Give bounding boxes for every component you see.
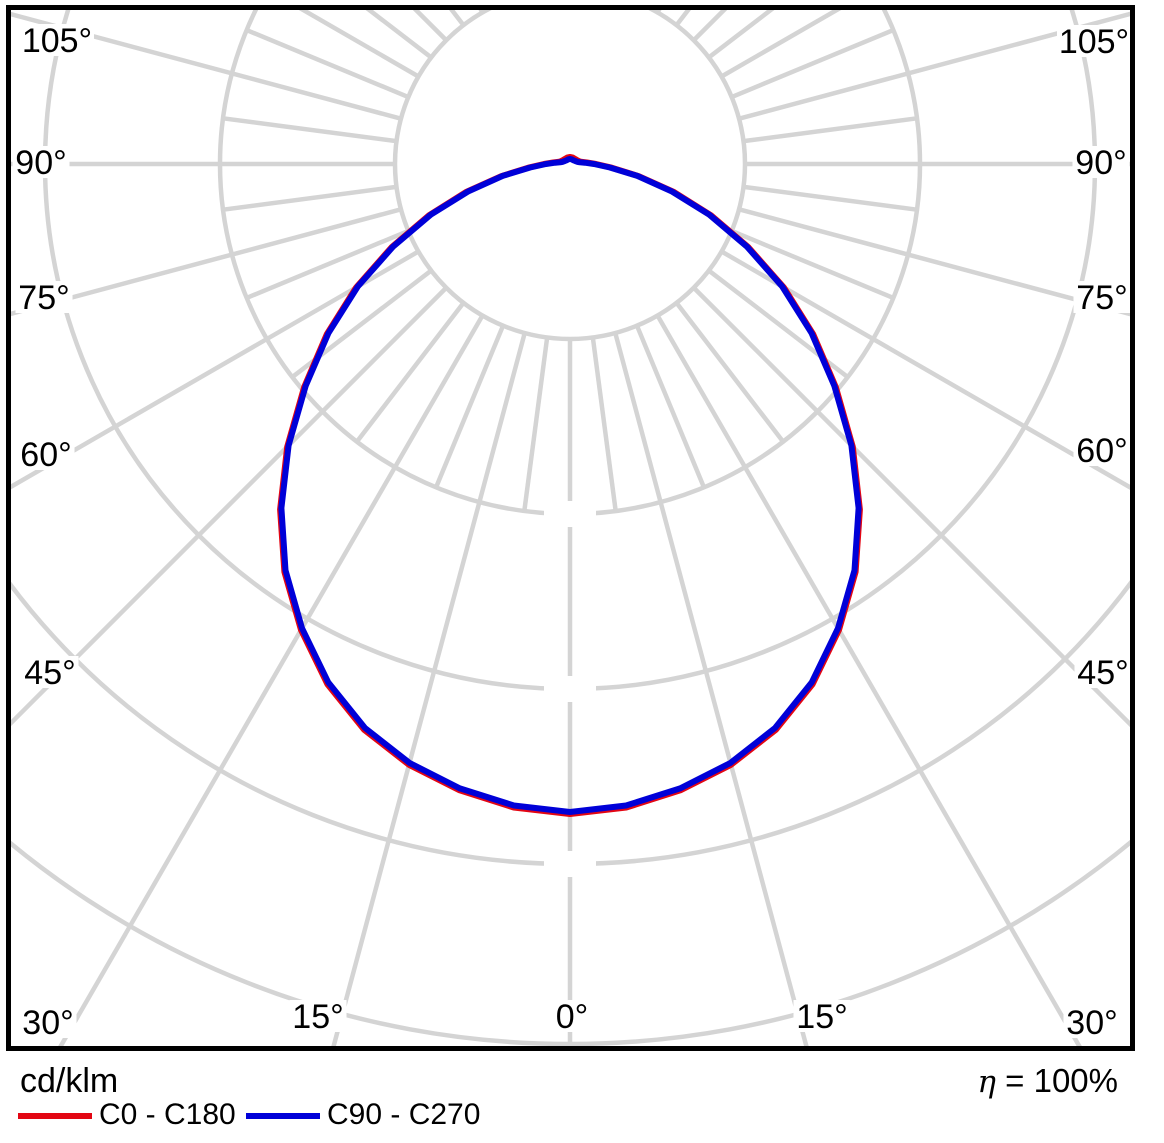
angle-label-box xyxy=(289,1000,347,1032)
axis-gap-box xyxy=(544,501,596,527)
grid-ray-major xyxy=(738,11,1131,121)
grid-ray-minor xyxy=(634,324,707,489)
curve-c90-c270 xyxy=(278,156,862,815)
curves xyxy=(277,154,863,817)
grid-ray-minor xyxy=(743,184,918,212)
grid-ray-minor xyxy=(730,27,895,100)
grid-ring xyxy=(11,578,1131,867)
angle-label: 30° xyxy=(22,1004,73,1042)
angle-label-box xyxy=(1063,1006,1121,1038)
grid-ray-minor xyxy=(590,337,618,512)
grid-ray-minor xyxy=(730,228,895,301)
grid-ray-minor xyxy=(365,10,433,60)
legend-label-c90-c270: C90 - C270 xyxy=(327,1098,481,1131)
legend-swatch-c90-c270 xyxy=(246,1113,320,1119)
grid-ring xyxy=(392,10,748,342)
chart-frame xyxy=(6,5,1135,1051)
grid-ray-major xyxy=(720,249,1131,491)
grid-ray-major xyxy=(11,286,448,727)
angle-label: 45° xyxy=(24,654,75,692)
angle-label-box xyxy=(1072,146,1130,178)
angle-label-box xyxy=(1074,656,1132,688)
grid-ray-major xyxy=(331,332,527,1047)
axis-gap-box xyxy=(544,676,596,702)
angle-label: 15° xyxy=(796,998,847,1036)
legend-label-c0-c180: C0 - C180 xyxy=(99,1098,236,1131)
angle-label-box xyxy=(1073,434,1131,466)
angle-label: 0° xyxy=(556,998,589,1036)
eta-symbol: η xyxy=(977,1064,996,1100)
grid-ray-minor xyxy=(222,116,397,144)
angle-label-box xyxy=(552,1000,592,1032)
angle-labels: 105° 90° 75° 60° 45° 30° 15° 0° 15° 30° 105° 90° 75°… xyxy=(12,22,1132,1042)
angle-label: 75° xyxy=(18,279,69,317)
grid-ray-major xyxy=(738,207,1131,317)
grid-ray-major xyxy=(692,286,1131,729)
angle-label: 60° xyxy=(20,436,71,474)
grid-ray-minor xyxy=(692,10,728,42)
legend-swatch-c0-c180 xyxy=(18,1113,92,1119)
grid-ray-major xyxy=(655,314,1083,1047)
angle-label: 45° xyxy=(1077,654,1128,692)
efficiency-value: η = 100% xyxy=(900,1062,1118,1100)
grid-ray-minor xyxy=(298,10,420,79)
eta-number: = 100% xyxy=(995,1062,1118,1099)
angle-label: 30° xyxy=(1066,1004,1117,1042)
angle-label-box xyxy=(1057,25,1131,57)
angle-label-box xyxy=(19,1006,77,1038)
grid-ray-major xyxy=(57,314,485,1047)
grid-ray-major xyxy=(11,249,420,490)
axis-gap-box xyxy=(544,851,596,877)
grid-ray-major xyxy=(613,332,809,1047)
angle-label-box xyxy=(17,438,75,470)
grid-ray-minor xyxy=(245,228,410,301)
angle-label: 105° xyxy=(1059,23,1129,61)
axis-gap-boxes xyxy=(544,501,596,877)
angle-label-box xyxy=(793,1000,851,1032)
grid-ray-minor xyxy=(743,116,918,144)
angle-label-box xyxy=(15,281,73,313)
grid-ray-minor xyxy=(637,0,704,2)
grid-ray-minor xyxy=(412,10,448,42)
grid-ray-minor xyxy=(674,301,785,444)
grid-ray-major xyxy=(11,207,402,317)
grid-ray-major xyxy=(11,11,402,121)
angle-label: 90° xyxy=(15,144,66,182)
angle-label-box xyxy=(20,24,94,56)
grid-ray-minor xyxy=(222,184,397,212)
grid-ray-minor xyxy=(433,324,506,489)
angle-label-box xyxy=(12,146,70,178)
grid-ray-minor xyxy=(707,10,775,60)
angle-label: 90° xyxy=(1075,144,1126,182)
angle-label: 75° xyxy=(1076,279,1127,317)
angle-label-box xyxy=(21,656,79,688)
angle-label: 60° xyxy=(1076,432,1127,470)
angle-label: 105° xyxy=(22,22,92,60)
grid-ray-minor xyxy=(355,301,466,444)
grid-ray-minor xyxy=(522,337,550,512)
angle-label-box xyxy=(1073,281,1131,313)
grid-ray-minor xyxy=(245,27,410,100)
grid-ray-minor xyxy=(436,0,503,2)
units-label: cd/klm xyxy=(20,1062,119,1100)
angle-label: 15° xyxy=(292,998,343,1036)
grid-ray-minor xyxy=(720,10,842,79)
